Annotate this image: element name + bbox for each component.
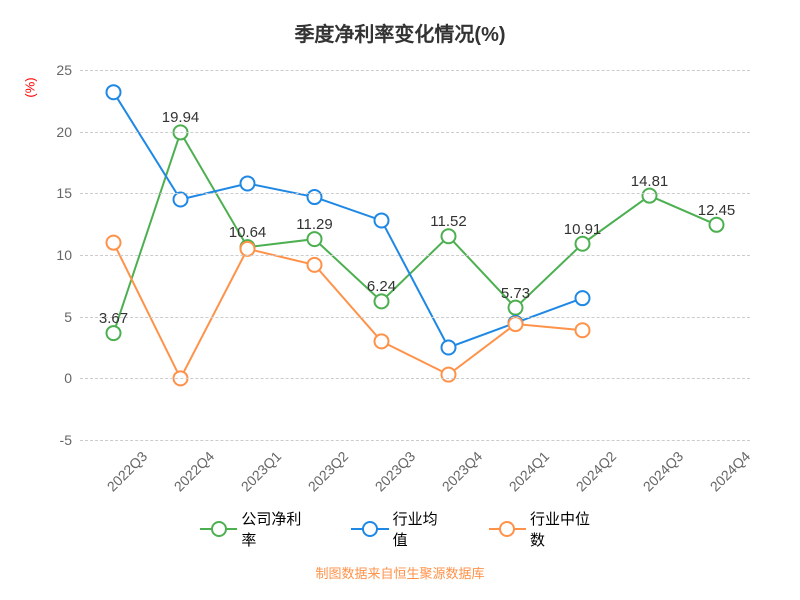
data-label: 14.81 (631, 173, 669, 190)
series-marker (308, 190, 322, 204)
series-line (114, 132, 717, 333)
series-marker (375, 213, 389, 227)
x-tick-label: 2023Q3 (371, 448, 418, 495)
data-label: 12.45 (698, 202, 736, 219)
data-label: 19.94 (162, 109, 200, 126)
data-label: 10.91 (564, 221, 602, 238)
series-marker (174, 193, 188, 207)
data-label: 3.67 (99, 310, 128, 327)
y-tick-label: 25 (56, 62, 72, 78)
grid-line (80, 378, 750, 379)
data-label: 10.64 (229, 224, 267, 241)
series-marker (107, 236, 121, 250)
y-tick-label: 20 (56, 124, 72, 140)
grid-line (80, 317, 750, 318)
x-tick-label: 2024Q2 (572, 448, 619, 495)
grid-line (80, 255, 750, 256)
series-marker (107, 85, 121, 99)
y-tick-label: 5 (64, 309, 72, 325)
series-marker (710, 218, 724, 232)
x-tick-label: 2024Q4 (706, 448, 753, 495)
source-text: 制图数据来自恒生聚源数据库 (315, 563, 484, 582)
data-label: 11.29 (296, 216, 332, 233)
series-marker (308, 258, 322, 272)
series-marker (509, 317, 523, 331)
series-marker (576, 323, 590, 337)
series-marker (509, 301, 523, 315)
legend-item: 行业均值 (351, 508, 448, 550)
data-label: 11.52 (430, 213, 466, 230)
plot-area: (%) -505101520252022Q32022Q42023Q12023Q2… (80, 70, 750, 440)
data-label: 6.24 (367, 278, 396, 295)
legend-item: 行业中位数 (489, 508, 600, 550)
series-marker (375, 294, 389, 308)
series-marker (375, 334, 389, 348)
legend-label: 行业均值 (393, 508, 449, 550)
series-marker (576, 237, 590, 251)
y-tick-label: 10 (56, 247, 72, 263)
legend-label: 行业中位数 (530, 508, 600, 550)
chart-title: 季度净利率变化情况(%) (0, 0, 800, 47)
y-tick-label: -5 (60, 432, 72, 448)
y-tick-label: 0 (64, 370, 72, 386)
x-tick-label: 2024Q3 (639, 448, 686, 495)
x-tick-label: 2023Q4 (438, 448, 485, 495)
series-marker (442, 368, 456, 382)
series-marker (643, 189, 657, 203)
series-marker (442, 229, 456, 243)
legend-item: 公司净利率 (200, 508, 311, 550)
series-marker (576, 291, 590, 305)
series-marker (308, 232, 322, 246)
series-marker (107, 326, 121, 340)
x-tick-label: 2022Q4 (170, 448, 217, 495)
x-tick-label: 2023Q2 (304, 448, 351, 495)
x-tick-label: 2022Q3 (103, 448, 150, 495)
grid-line (80, 132, 750, 133)
y-axis-label: (%) (23, 77, 38, 97)
grid-line (80, 193, 750, 194)
legend: 公司净利率 行业均值 行业中位数 (200, 508, 600, 550)
grid-line (80, 70, 750, 71)
series-marker (241, 242, 255, 256)
data-label: 5.73 (501, 285, 530, 302)
grid-line (80, 440, 750, 441)
legend-label: 公司净利率 (241, 508, 311, 550)
series-marker (442, 341, 456, 355)
y-tick-label: 15 (56, 185, 72, 201)
x-tick-label: 2023Q1 (237, 448, 284, 495)
series-marker (241, 176, 255, 190)
x-tick-label: 2024Q1 (505, 448, 552, 495)
